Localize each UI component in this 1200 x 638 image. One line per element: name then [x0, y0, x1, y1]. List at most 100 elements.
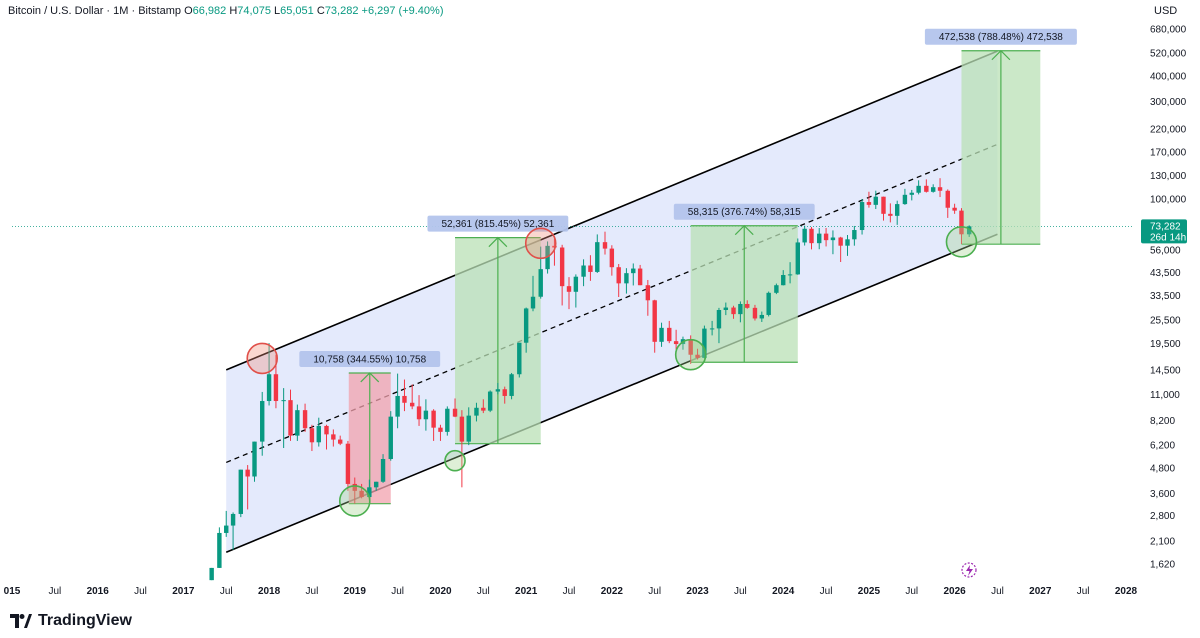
candle-body-61: [645, 285, 651, 301]
candle-body-67: [688, 339, 693, 355]
x-tick-label: 2028: [1115, 586, 1138, 597]
candle-body-9: [273, 374, 279, 402]
candle-body-80: [781, 275, 786, 286]
candle-body-17: [331, 434, 336, 440]
last-price-countdown: 26d 14h: [1150, 232, 1186, 243]
candle-body-33: [445, 408, 450, 432]
candle-body-4: [238, 469, 243, 514]
highlight-circle-4: [674, 338, 707, 371]
y-tick-label: 11,000: [1150, 390, 1180, 401]
x-tick-label: Jul: [48, 586, 61, 597]
candle-body-27: [402, 395, 407, 403]
x-tick-label: 2017: [172, 586, 195, 597]
measure-label-1: 52,361 (815.45%) 52,361: [441, 219, 554, 230]
tradingview-logo[interactable]: TradingView: [10, 612, 132, 630]
candle-body-105: [959, 210, 964, 235]
y-tick-label: 19,500: [1150, 339, 1181, 350]
candle-body-97: [902, 194, 908, 205]
low-label: L: [274, 5, 281, 17]
price-axis[interactable]: 1,620 2,100 2,800 3,600 4,800 6,200 8,200 11,00…: [1150, 25, 1187, 571]
y-tick-label: 220,000: [1150, 124, 1187, 135]
candle-body-32: [438, 427, 443, 432]
candles: [209, 178, 972, 581]
candle-body-14: [309, 428, 315, 443]
candle-body-92: [866, 202, 872, 205]
measure-arrow-head-2: [734, 224, 754, 236]
y-tick-label: 25,500: [1150, 315, 1181, 326]
highlight-circle-0: [246, 342, 279, 375]
x-tick-label: 2019: [344, 586, 367, 597]
candle-body-85: [817, 233, 822, 244]
candle-body-45: [530, 296, 536, 309]
candle-body-11: [288, 400, 293, 436]
candle-body-13: [302, 410, 308, 429]
candle-body-50: [566, 286, 572, 292]
candle-body-8: [266, 374, 272, 402]
y-tick-label: 14,500: [1150, 365, 1181, 376]
candle-body-19: [345, 443, 351, 484]
candle-body-76: [752, 307, 758, 319]
symbol-label[interactable]: Bitcoin / U.S. Dollar · 1M · Bitstamp: [8, 5, 181, 17]
candle-body-36: [466, 415, 471, 442]
currency-label[interactable]: USD: [1154, 5, 1178, 17]
x-tick-label: 2024: [772, 586, 795, 597]
y-tick-label: 300,000: [1150, 97, 1187, 108]
candle-body-39: [487, 391, 493, 411]
candle-body-83: [802, 228, 807, 243]
last-price-value: 73,282: [1150, 221, 1181, 232]
measurement-boxes: 10,758 (344.55%) 10,758 52,361 (815.45%) …: [299, 28, 1077, 505]
open-value: 66,982: [192, 5, 227, 17]
candle-body-68: [695, 354, 700, 358]
change-value: +6,297 (+9.40%): [361, 5, 444, 17]
candle-body-5: [245, 469, 250, 477]
x-tick-label: Jul: [991, 586, 1004, 597]
x-tick-label: 2021: [515, 586, 538, 597]
measure-arrow-head-1: [488, 236, 508, 248]
candle-body-73: [731, 307, 736, 315]
x-tick-label: 015: [4, 586, 21, 597]
candle-body-6: [252, 441, 257, 477]
y-tick-label: 4,800: [1150, 463, 1175, 474]
x-tick-label: Jul: [648, 586, 661, 597]
candle-body-25: [388, 416, 393, 460]
candle-body-72: [723, 307, 729, 310]
candle-body-100: [924, 185, 929, 192]
candle-body-43: [517, 342, 522, 375]
highlight-circle-5: [945, 226, 978, 258]
x-tick-label: Jul: [734, 586, 747, 597]
highlight-circle-3: [524, 227, 557, 260]
time-axis[interactable]: 015 Jul 2016 Jul 2017 Jul 2018 Jul 2019 Jul 2020 Ju…: [4, 586, 1138, 597]
candle-body-48: [552, 245, 557, 248]
measure-label-0: 10,758 (344.55%) 10,758: [313, 354, 426, 365]
open-label: O: [184, 5, 193, 17]
candle-body-102: [937, 187, 943, 191]
x-tick-label: Jul: [134, 586, 147, 597]
candle-body-38: [481, 407, 486, 411]
candle-body-42: [509, 374, 514, 396]
candle-body-35: [459, 416, 465, 442]
candle-body-20: [352, 483, 357, 491]
y-tick-label: 6,200: [1150, 441, 1175, 452]
y-tick-label: 3,600: [1150, 489, 1175, 500]
candle-body-95: [888, 213, 893, 216]
candle-body-15: [316, 425, 321, 443]
candle-body-52: [581, 265, 586, 277]
candle-body-69: [702, 328, 707, 358]
candle-body-24: [380, 459, 386, 482]
candle-body-81: [787, 274, 793, 276]
replay-icon[interactable]: [961, 562, 977, 578]
candle-body-10: [281, 400, 286, 402]
candle-body-91: [859, 202, 865, 231]
candle-body-78: [766, 292, 771, 315]
x-tick-label: Jul: [306, 586, 319, 597]
high-value: 74,075: [237, 5, 271, 17]
candle-body-7: [260, 401, 265, 442]
y-tick-label: 43,500: [1150, 268, 1181, 279]
candle-body-56: [609, 248, 615, 268]
measure-label-bg-1: [427, 215, 569, 232]
y-tick-label: 520,000: [1150, 48, 1187, 59]
y-tick-label: 8,200: [1150, 416, 1175, 427]
candle-body-75: [745, 303, 750, 308]
candle-body-89: [845, 239, 850, 246]
